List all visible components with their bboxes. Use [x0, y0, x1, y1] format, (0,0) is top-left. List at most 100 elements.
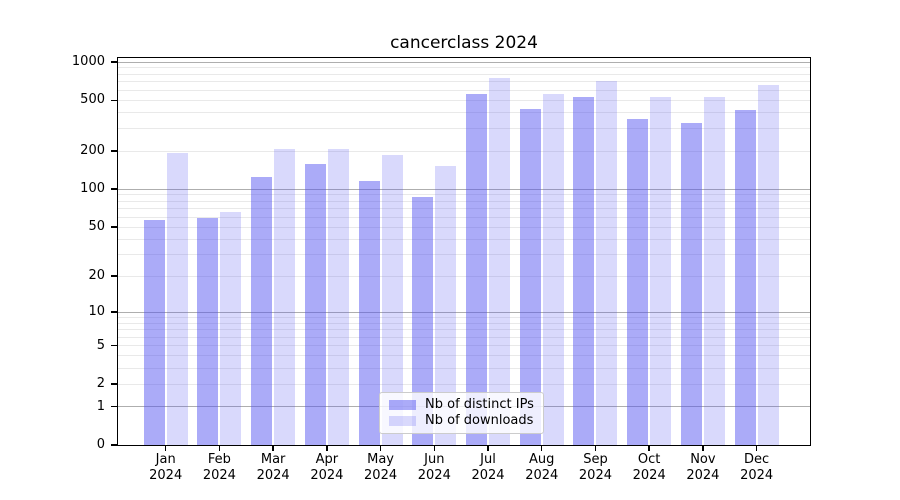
- bar-distinct-ips: [412, 196, 434, 445]
- bar-downloads: [166, 153, 188, 445]
- gridline-major: [118, 188, 810, 190]
- legend-swatch-downloads: [389, 416, 416, 426]
- gridline-minor: [118, 322, 810, 324]
- bar-distinct-ips: [197, 218, 219, 445]
- legend-item-distinct-ips: Nb of distinct IPs: [389, 398, 534, 412]
- gridline-minor: [118, 194, 810, 196]
- x-tick-mark: [540, 446, 543, 451]
- y-tick-mark: [111, 311, 118, 313]
- x-tick-label: Apr 2024: [310, 452, 344, 483]
- x-tick-mark: [326, 446, 328, 451]
- y-tick-mark: [111, 344, 118, 347]
- y-tick-label: 20: [88, 268, 105, 284]
- legend-item-downloads: Nb of downloads: [389, 414, 534, 428]
- gridline-minor: [118, 89, 810, 91]
- bar-downloads: [327, 148, 349, 445]
- x-tick-label: Mar 2024: [256, 452, 290, 483]
- y-tick-mark: [111, 150, 118, 152]
- bar-distinct-ips: [573, 96, 595, 445]
- x-tick-mark: [433, 446, 436, 451]
- legend-swatch-distinct-ips: [389, 400, 416, 410]
- gridline-minor: [118, 316, 810, 318]
- x-tick-label: Feb 2024: [202, 452, 236, 483]
- bar-distinct-ips: [143, 219, 165, 445]
- bar-distinct-ips: [251, 176, 273, 445]
- gridline-minor: [118, 383, 810, 385]
- x-tick-label: Sep 2024: [578, 452, 612, 483]
- bar-distinct-ips: [358, 180, 380, 445]
- y-tick-label: 10: [88, 304, 105, 320]
- x-tick-mark: [648, 446, 650, 451]
- y-tick-mark: [111, 383, 118, 385]
- y-tick-mark: [111, 444, 118, 446]
- x-tick-label: Jan 2024: [149, 452, 183, 483]
- bar-downloads: [596, 80, 618, 445]
- y-tick-label: 2: [96, 376, 105, 392]
- y-tick-label: 100: [80, 181, 105, 197]
- bar-distinct-ips: [304, 163, 326, 445]
- bar-distinct-ips: [680, 122, 702, 445]
- gridline-minor: [118, 329, 810, 331]
- y-tick-label: 500: [80, 92, 105, 108]
- y-tick-label: 50: [88, 219, 105, 235]
- x-tick-mark: [379, 446, 382, 451]
- gridline-minor: [118, 275, 810, 277]
- x-tick-mark: [272, 446, 274, 451]
- x-tick-mark: [164, 446, 167, 451]
- y-tick-mark: [111, 226, 118, 228]
- bar-distinct-ips: [466, 93, 488, 445]
- gridline-minor: [118, 112, 810, 114]
- gridline-minor: [118, 367, 810, 369]
- x-tick-mark: [487, 446, 489, 451]
- gridline-minor: [118, 254, 810, 256]
- x-tick-mark: [702, 446, 704, 451]
- x-tick-mark: [594, 446, 597, 451]
- bar-downloads: [542, 94, 564, 445]
- x-tick-label: Aug 2024: [525, 452, 559, 483]
- gridline-minor: [118, 200, 810, 202]
- x-tick-mark: [755, 446, 758, 451]
- y-tick-mark: [111, 405, 118, 408]
- x-tick-label: Jul 2024: [471, 452, 505, 483]
- gridline-minor: [118, 150, 810, 152]
- legend: Nb of distinct IPs Nb of downloads: [379, 392, 544, 434]
- x-tick-label: May 2024: [364, 452, 398, 483]
- bar-downloads: [381, 155, 403, 445]
- y-tick-label: 1: [96, 398, 105, 414]
- x-tick-label: Jun 2024: [417, 452, 451, 483]
- y-tick-label: 1000: [71, 54, 105, 69]
- y-tick-mark: [111, 61, 118, 63]
- bar-downloads: [435, 166, 457, 445]
- bar-downloads: [703, 97, 725, 445]
- y-tick-mark: [111, 275, 118, 277]
- gridline-minor: [118, 208, 810, 210]
- gridline-minor: [118, 73, 810, 75]
- gridline-minor: [118, 336, 810, 338]
- gridline-minor: [118, 128, 810, 130]
- bar-distinct-ips: [519, 109, 541, 445]
- gridline-minor: [118, 67, 810, 69]
- gridline-minor: [118, 226, 810, 228]
- bar-downloads: [274, 149, 296, 445]
- gridline-minor: [118, 99, 810, 101]
- x-tick-label: Nov 2024: [686, 452, 720, 483]
- bar-downloads: [757, 85, 779, 445]
- gridline-major: [118, 311, 810, 313]
- gridline-minor: [118, 81, 810, 83]
- y-tick-mark: [111, 99, 118, 102]
- gridline-major: [118, 61, 810, 63]
- x-tick-label: Oct 2024: [632, 452, 666, 483]
- y-tick-label: 200: [80, 143, 105, 158]
- y-tick-mark: [111, 188, 118, 190]
- x-tick-label: Dec 2024: [740, 452, 774, 483]
- x-tick-mark: [218, 446, 221, 451]
- bar-distinct-ips: [734, 110, 756, 445]
- gridline-minor: [118, 216, 810, 218]
- legend-label-downloads: Nb of downloads: [425, 413, 534, 428]
- gridline-minor: [118, 355, 810, 357]
- chart-title: cancerclass 2024: [390, 33, 538, 53]
- bar-downloads: [650, 97, 672, 445]
- legend-label-distinct-ips: Nb of distinct IPs: [425, 397, 534, 412]
- y-tick-label: 0: [96, 437, 105, 452]
